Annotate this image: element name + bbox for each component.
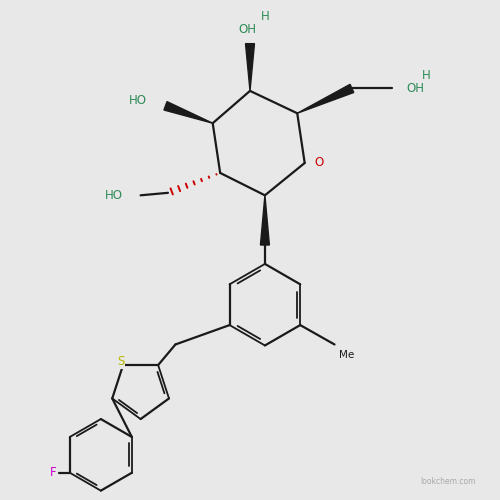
Text: H: H: [422, 70, 430, 82]
Polygon shape: [164, 102, 212, 123]
Text: Me: Me: [338, 350, 354, 360]
Text: S: S: [117, 354, 124, 368]
Polygon shape: [297, 84, 354, 114]
Text: O: O: [314, 156, 323, 170]
Text: lookchem.com: lookchem.com: [420, 477, 476, 486]
Text: HO: HO: [128, 94, 146, 108]
Polygon shape: [246, 44, 254, 91]
Text: OH: OH: [406, 82, 424, 95]
Text: OH: OH: [238, 23, 256, 36]
Text: H: H: [260, 10, 270, 23]
Polygon shape: [260, 196, 270, 245]
Text: HO: HO: [105, 189, 123, 202]
Text: F: F: [50, 466, 57, 479]
